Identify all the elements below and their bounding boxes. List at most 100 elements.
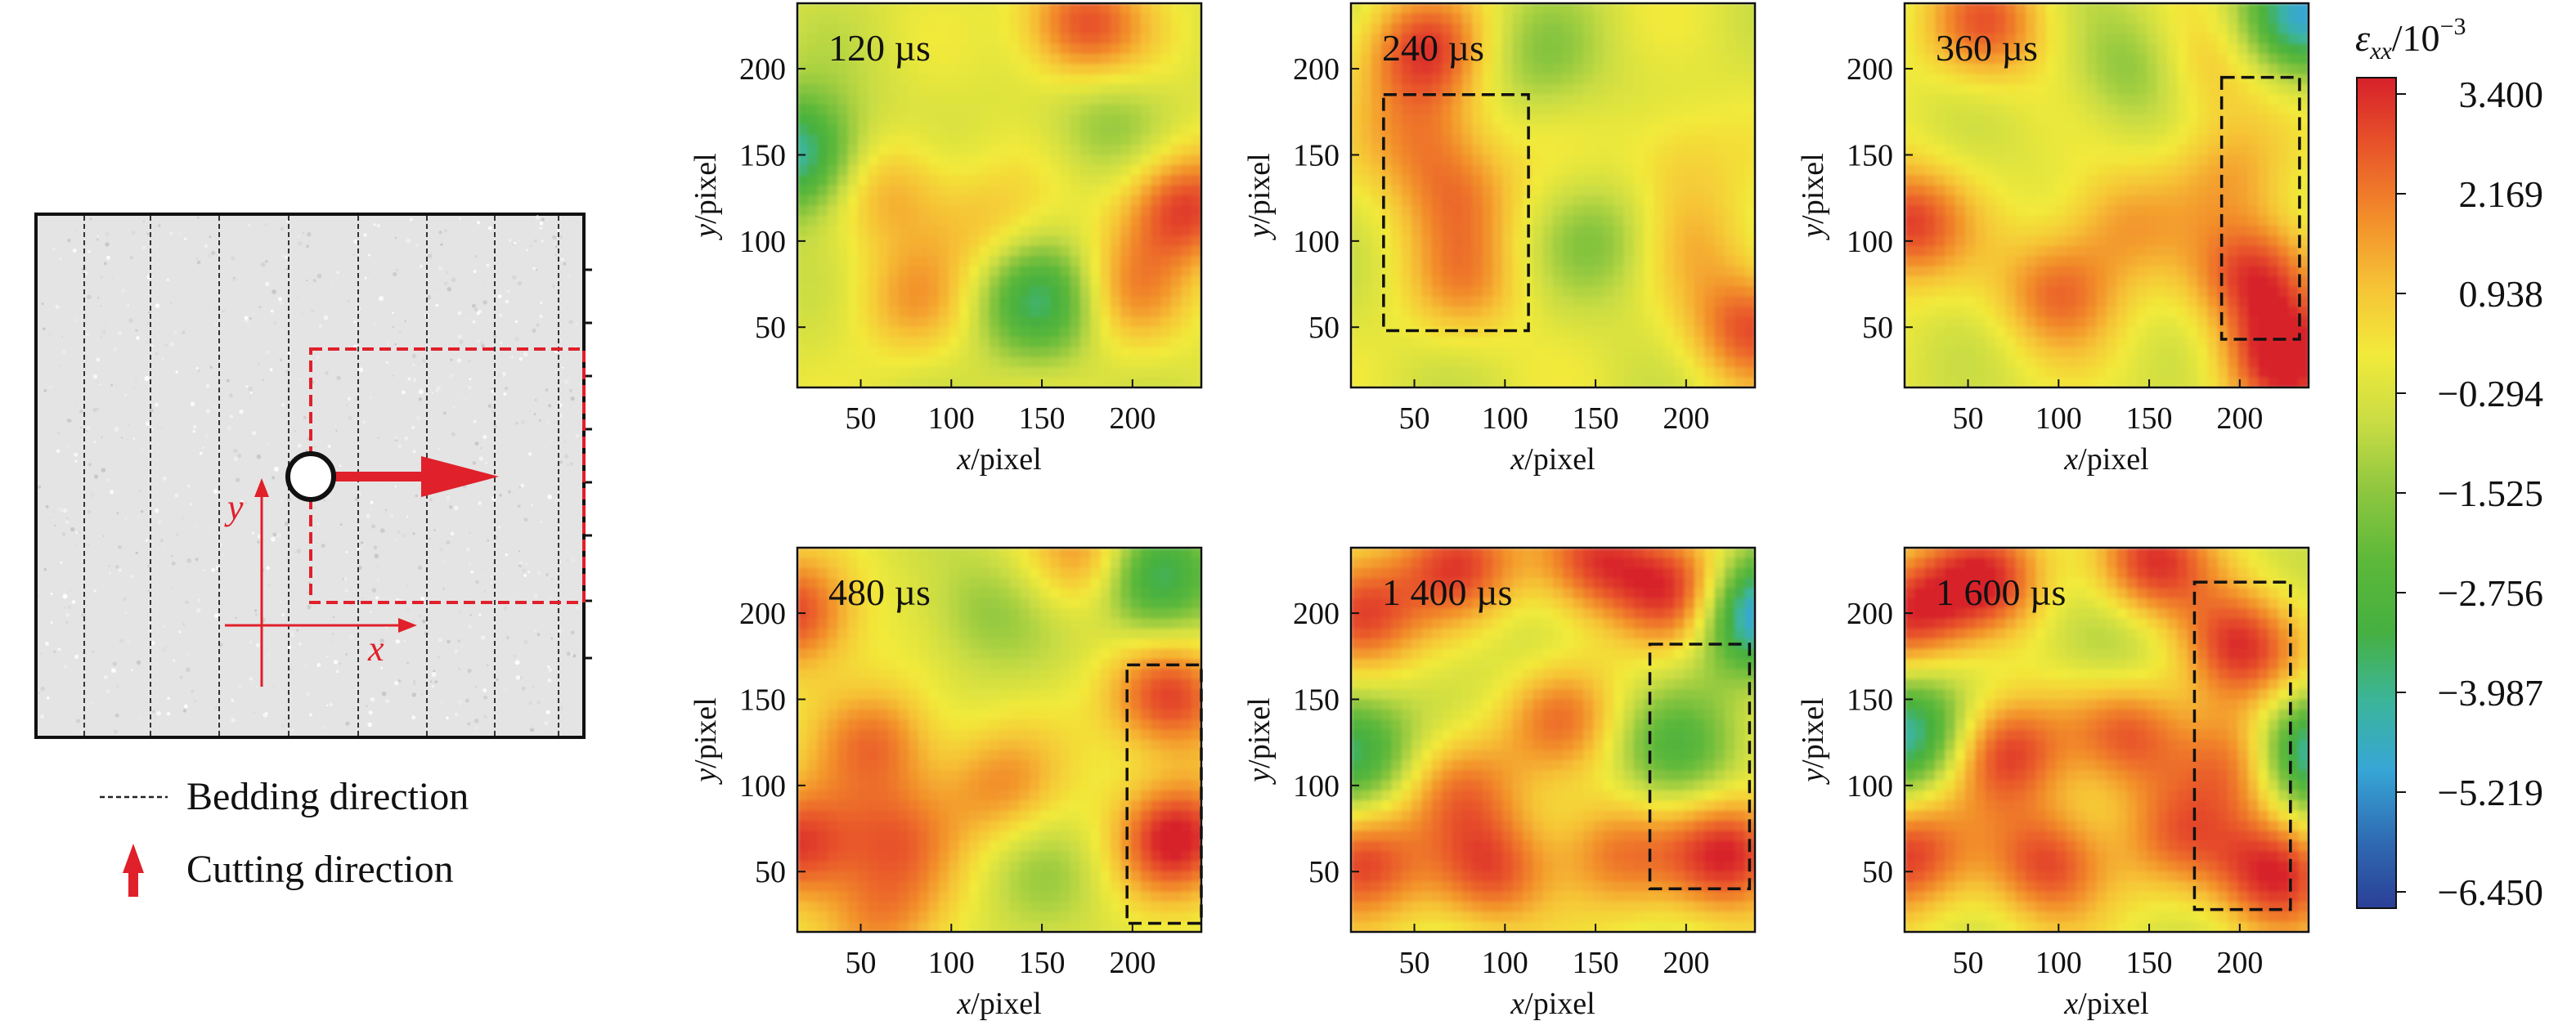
heatmap-cell: [1512, 3, 1524, 15]
heatmap-cell: [1120, 185, 1132, 196]
speckle-dot: [299, 378, 302, 381]
heatmap-cell: [1593, 134, 1604, 146]
heatmap-cell: [1663, 34, 1676, 45]
heatmap-cell: [2187, 205, 2199, 217]
heatmap-cell: [1482, 154, 1493, 166]
heatmap-cell: [1170, 275, 1183, 288]
heatmap-cell: [817, 337, 829, 348]
heatmap-cell: [1613, 256, 1625, 267]
heatmap-cell: [1954, 114, 1967, 126]
heatmap-cell: [1191, 83, 1201, 96]
heatmap-cell: [1985, 124, 1997, 136]
heatmap-cell: [1603, 367, 1615, 378]
speckle-dot: [61, 532, 66, 536]
heatmap-cell: [1170, 154, 1183, 166]
heatmap-cell: [1079, 13, 1092, 25]
speckle-dot: [213, 322, 218, 327]
heatmap-cell: [797, 3, 809, 15]
heatmap-cell: [1914, 185, 1926, 196]
heatmap-cell: [1130, 175, 1142, 186]
heatmap-cell: [877, 296, 890, 308]
heatmap-cell: [1070, 316, 1081, 328]
speckle-dot: [187, 566, 190, 568]
measurement-region: [309, 347, 586, 604]
speckle-dot: [74, 401, 78, 405]
heatmap-cell: [797, 114, 809, 126]
heatmap-cell: [2035, 185, 2047, 196]
heatmap-cell: [1049, 145, 1061, 156]
heatmap-cell: [918, 134, 930, 146]
heatmap-cell: [2096, 175, 2107, 186]
heatmap-cell: [1613, 145, 1625, 156]
heatmap-cell: [1351, 377, 1362, 387]
speckle-dot: [157, 520, 162, 525]
heatmap-cell: [1533, 326, 1544, 338]
heatmap-cell: [1361, 114, 1372, 126]
heatmap-cell: [1714, 43, 1726, 55]
heatmap-cell: [1110, 124, 1122, 136]
heatmap-cell: [1452, 307, 1463, 318]
speckle-dot: [482, 300, 487, 305]
heatmap-cell: [1421, 235, 1433, 247]
speckle-dot: [517, 281, 522, 286]
heatmap-cell: [2258, 34, 2269, 45]
heatmap-cell: [1954, 164, 1967, 177]
speckle-dot: [108, 464, 110, 466]
heatmap-cell: [1583, 145, 1595, 156]
heatmap-cell: [1110, 23, 1122, 35]
heatmap-cell: [1522, 34, 1534, 45]
heatmap-cell: [1070, 13, 1081, 25]
heatmap-cell: [928, 124, 940, 136]
heatmap-cell: [918, 164, 930, 177]
heatmap-cell: [999, 205, 1011, 217]
heatmap-cell: [1553, 124, 1564, 136]
heatmap-cell: [1533, 337, 1544, 348]
heatmap-cell: [2056, 205, 2067, 217]
heatmap-cell: [1995, 104, 2007, 116]
heatmap-cell: [918, 3, 930, 15]
heatmap-cell: [1110, 367, 1122, 378]
speckle-dot: [47, 331, 53, 337]
heatmap-cell: [2167, 226, 2179, 237]
heatmap-cell: [1472, 377, 1483, 387]
heatmap-cell: [1079, 286, 1092, 298]
speckle-dot: [186, 653, 191, 656]
heatmap-cell: [1684, 347, 1695, 358]
heatmap-cell: [2228, 74, 2239, 85]
heatmap-cell: [949, 3, 960, 15]
heatmap-cell: [1694, 356, 1706, 369]
heatmap-cell: [1714, 367, 1726, 378]
heatmap-cell: [2217, 235, 2229, 247]
speckle-dot: [50, 235, 56, 240]
heatmap-cell: [918, 296, 930, 308]
heatmap-cell: [1714, 195, 1726, 207]
speckle-dot: [487, 539, 490, 542]
heatmap-cell: [1724, 235, 1736, 247]
heatmap-cell: [1995, 13, 2007, 25]
heatmap-cell: [938, 326, 950, 338]
heatmap-cell: [1110, 3, 1122, 15]
speckle-dot: [236, 477, 240, 482]
speckle-dot: [474, 441, 479, 446]
speckle-dot: [554, 253, 557, 256]
speckle-dot: [373, 223, 376, 226]
heatmap-cell: [2015, 64, 2027, 75]
speckle-dot: [576, 607, 578, 609]
heatmap-cell: [847, 145, 859, 156]
heatmap-cell: [1482, 235, 1493, 247]
heatmap-cell: [908, 377, 920, 387]
heatmap-cell: [1351, 337, 1362, 348]
heatmap-cell: [1714, 34, 1726, 45]
heatmap-cell: [868, 337, 879, 348]
heatmap-cell: [1553, 266, 1564, 277]
heatmap-cell: [1492, 104, 1504, 116]
speckle-dot: [190, 454, 195, 459]
heatmap-cell: [1563, 347, 1574, 358]
heatmap-cell: [1735, 43, 1746, 55]
heatmap-cell: [1160, 134, 1172, 146]
heatmap-cell: [908, 296, 920, 308]
heatmap-cell: [979, 83, 990, 96]
heatmap-cell: [1371, 124, 1383, 136]
x-tick-label: 100: [928, 401, 975, 436]
